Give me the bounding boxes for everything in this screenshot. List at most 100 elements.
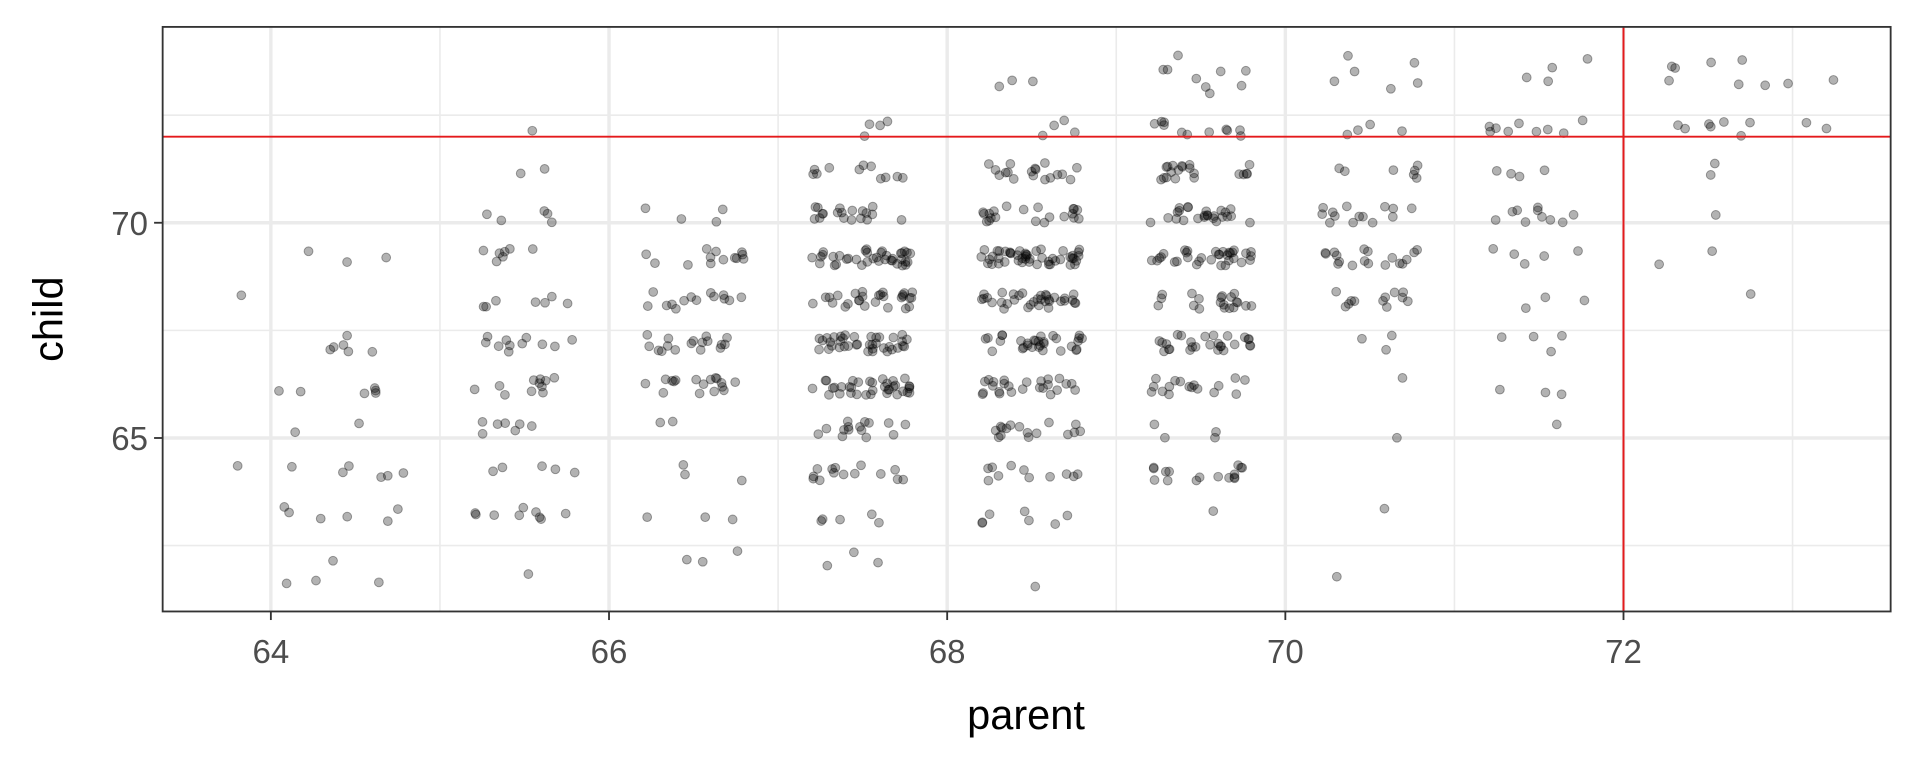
data-point [888, 429, 899, 440]
data-point [1035, 340, 1045, 351]
data-point [1220, 260, 1231, 271]
data-point [1246, 251, 1256, 261]
data-point [1331, 286, 1342, 297]
data-point [1067, 295, 1078, 305]
data-point [993, 470, 1004, 481]
data-point [834, 388, 845, 399]
data-point [686, 338, 697, 349]
data-point [905, 248, 916, 259]
data-point [1245, 217, 1255, 228]
data-point [897, 289, 908, 300]
data-point [807, 252, 818, 263]
data-point [1066, 341, 1077, 352]
data-point [1557, 217, 1568, 228]
data-point [1213, 345, 1223, 355]
data-point [1546, 346, 1556, 357]
data-point [1045, 259, 1056, 270]
data-point [1156, 116, 1167, 127]
data-point [1318, 202, 1328, 213]
data-point [978, 207, 989, 218]
data-point [517, 338, 528, 349]
data-point [1044, 296, 1055, 307]
data-point [537, 461, 547, 472]
data-point [875, 289, 886, 300]
data-point [857, 206, 868, 216]
data-point [1067, 208, 1078, 219]
data-point [1171, 213, 1182, 224]
data-point [892, 474, 903, 485]
data-point [295, 386, 306, 397]
data-point [808, 471, 819, 482]
data-point [997, 330, 1008, 341]
data-point [827, 298, 838, 308]
data-point [855, 213, 866, 224]
data-point [900, 303, 911, 314]
data-point [1016, 336, 1026, 346]
data-point [902, 257, 913, 267]
data-point [478, 301, 489, 312]
data-point [857, 291, 868, 302]
data-point [1057, 169, 1068, 180]
data-point [836, 207, 847, 218]
data-point [1365, 119, 1376, 130]
data-point [871, 332, 882, 343]
data-point [829, 332, 839, 342]
data-point [1073, 250, 1084, 261]
data-point [1409, 165, 1420, 176]
data-point [999, 303, 1009, 314]
data-point [983, 159, 994, 169]
data-point [1072, 162, 1082, 173]
data-point [1037, 252, 1047, 263]
data-point [886, 255, 897, 266]
data-point [1705, 170, 1716, 180]
data-point [642, 329, 653, 340]
data-point [518, 502, 529, 513]
data-point [491, 295, 501, 306]
data-point [1381, 302, 1392, 312]
data-point [875, 120, 885, 131]
data-point [537, 339, 548, 350]
data-point [688, 336, 699, 346]
data-point [1392, 432, 1402, 443]
data-point [1162, 64, 1173, 75]
data-point [1186, 337, 1196, 347]
data-point [1072, 469, 1083, 480]
data-point [871, 252, 882, 263]
data-point [1032, 294, 1043, 304]
data-point [1821, 123, 1832, 134]
data-point [494, 248, 505, 259]
data-point [370, 385, 381, 396]
data-point [883, 302, 893, 313]
data-point [1023, 432, 1034, 443]
data-point [861, 208, 872, 218]
data-point [662, 341, 673, 351]
data-point [1154, 253, 1165, 264]
data-point [1200, 331, 1211, 342]
data-point [1406, 203, 1417, 214]
data-point [1069, 212, 1079, 223]
data-point [983, 374, 994, 385]
data-point [1320, 248, 1331, 259]
data-point [1228, 253, 1239, 264]
data-point [315, 513, 326, 524]
data-point [535, 374, 546, 385]
data-point [1182, 246, 1193, 256]
data-point [881, 250, 892, 261]
data-point [1664, 75, 1674, 86]
data-point [716, 378, 727, 388]
data-point [1040, 158, 1050, 168]
data-point [705, 374, 716, 385]
data-point [829, 260, 840, 271]
data-point [1022, 338, 1033, 349]
data-point [904, 381, 915, 392]
data-point [902, 247, 912, 258]
data-point [1044, 417, 1054, 428]
data-point [982, 292, 993, 303]
data-point [1149, 475, 1160, 485]
data-point [1218, 345, 1229, 356]
data-point [831, 259, 842, 270]
data-point [820, 375, 831, 386]
data-point [1187, 288, 1197, 299]
data-point [1062, 510, 1073, 521]
data-point [1179, 245, 1190, 256]
